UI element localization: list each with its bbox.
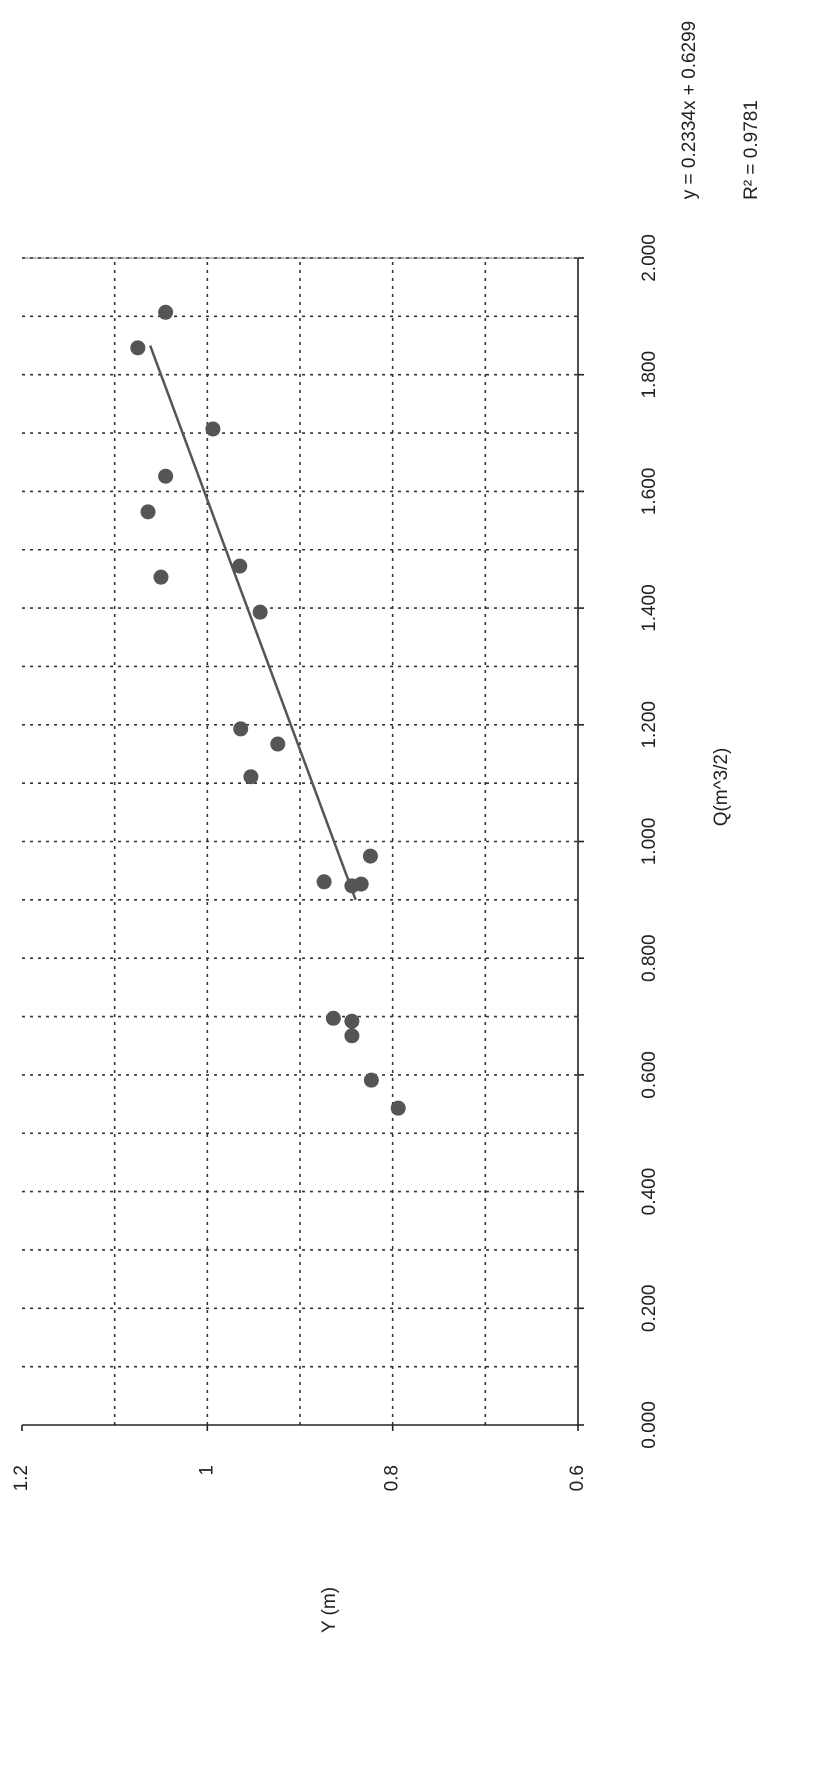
trendline bbox=[150, 346, 355, 900]
point bbox=[158, 305, 173, 320]
y-axis-label: Y (m) bbox=[319, 1587, 340, 1633]
x-tick-label: 0.600 bbox=[639, 1051, 660, 1099]
x-tick-label: 1.600 bbox=[639, 468, 660, 516]
point bbox=[205, 421, 220, 436]
equation: y = 0.2334x + 0.6299 bbox=[679, 21, 700, 200]
y-tick-label: 0.8 bbox=[382, 1465, 403, 1491]
point bbox=[391, 1101, 406, 1116]
point bbox=[326, 1011, 341, 1026]
point bbox=[354, 877, 369, 892]
r-squared: R² = 0.9781 bbox=[741, 100, 762, 200]
point bbox=[233, 721, 248, 736]
x-tick-label: 2.000 bbox=[639, 234, 660, 282]
x-tick-label: 1.000 bbox=[639, 818, 660, 866]
x-tick-label: 1.400 bbox=[639, 584, 660, 632]
x-tick-label: 0.000 bbox=[639, 1401, 660, 1449]
x-tick-label: 0.200 bbox=[639, 1285, 660, 1333]
x-tick-label: 1.800 bbox=[639, 351, 660, 399]
y-tick-label: 0.6 bbox=[567, 1465, 588, 1491]
point bbox=[317, 874, 332, 889]
point bbox=[363, 849, 378, 864]
x-tick-label: 0.400 bbox=[639, 1168, 660, 1216]
point bbox=[270, 737, 285, 752]
y-tick-label: 1.2 bbox=[11, 1465, 32, 1491]
y-tick-label: 1 bbox=[196, 1465, 217, 1476]
point bbox=[130, 340, 145, 355]
point bbox=[253, 605, 268, 620]
x-tick-label: 1.200 bbox=[639, 701, 660, 749]
point bbox=[232, 559, 247, 574]
point bbox=[364, 1073, 379, 1088]
x-tick-label: 0.800 bbox=[639, 934, 660, 982]
point bbox=[158, 469, 173, 484]
x-axis-label: Q(m^3/2) bbox=[711, 748, 732, 827]
point bbox=[141, 504, 156, 519]
chart: Q(m^3/2) Y (m) y = 0.2334x + 0.6299 R² =… bbox=[0, 0, 826, 1777]
rotated-chart: Q(m^3/2) Y (m) y = 0.2334x + 0.6299 R² =… bbox=[11, 21, 762, 1633]
point bbox=[344, 1014, 359, 1029]
point bbox=[243, 769, 258, 784]
point bbox=[154, 570, 169, 585]
point bbox=[344, 1028, 359, 1043]
